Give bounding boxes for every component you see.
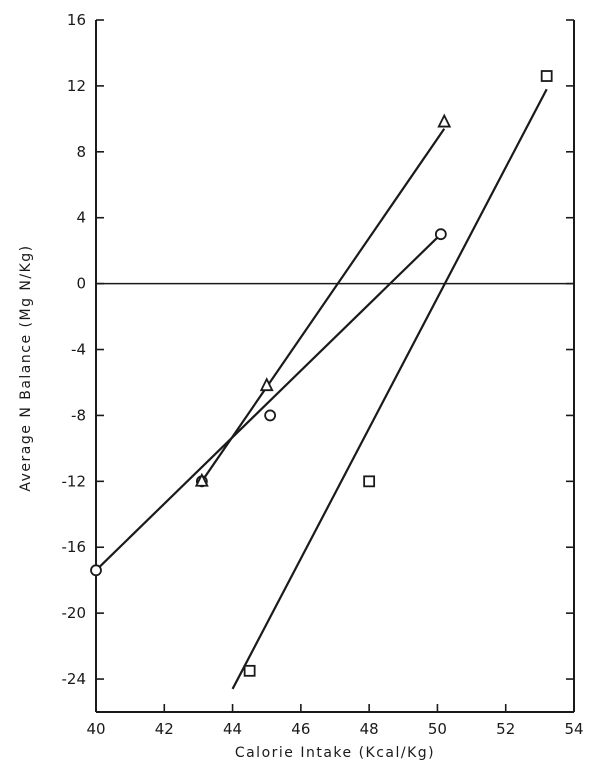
x-tick-label: 40 — [86, 720, 105, 738]
square-data-point — [363, 475, 376, 488]
y-tick-label: -24 — [62, 670, 87, 688]
y-tick-label: 12 — [67, 77, 86, 95]
square-data-point — [243, 664, 256, 677]
circle-data-point — [434, 228, 447, 241]
y-tick-label: 8 — [76, 143, 86, 161]
triangle-data-point — [437, 113, 452, 128]
y-tick-label: -4 — [71, 341, 86, 359]
x-axis-title: Calorie Intake (Kcal/Kg) — [235, 745, 435, 761]
square-series-fit-line — [231, 88, 548, 690]
y-ticks: 16 12 8 4 0 -4 -8 -12 -16 -20 -24 — [62, 11, 574, 688]
x-tick-label: 52 — [496, 720, 515, 738]
y-tick-label: -8 — [71, 406, 86, 424]
triangle-data-point — [194, 472, 209, 487]
x-ticks: 40 42 44 46 48 50 52 54 — [86, 704, 584, 738]
y-tick-label: -12 — [62, 472, 87, 490]
x-tick-label: 42 — [155, 720, 174, 738]
y-tick-label: 16 — [67, 11, 86, 29]
y-tick-label: 4 — [76, 209, 86, 227]
x-tick-label: 48 — [360, 720, 379, 738]
x-tick-label: 46 — [291, 720, 310, 738]
circle-data-point — [264, 409, 277, 422]
plot-area — [95, 20, 575, 713]
markers — [90, 70, 553, 677]
square-data-point — [540, 70, 553, 82]
x-tick-label: 50 — [428, 720, 447, 738]
y-tick-label: -20 — [62, 604, 87, 622]
y-tick-label: 0 — [76, 275, 86, 293]
x-tick-label: 44 — [223, 720, 242, 738]
y-tick-label: -16 — [62, 538, 87, 556]
circle-series-fit-line — [95, 233, 442, 572]
fit-lines — [95, 88, 548, 690]
circle-data-point — [90, 564, 102, 577]
x-tick-label: 54 — [564, 720, 583, 738]
y-axis-title: Average N Balance (Mg N/Kg) — [18, 244, 34, 491]
triangle-series-fit-line — [200, 128, 446, 482]
triangle-data-point — [259, 377, 274, 392]
